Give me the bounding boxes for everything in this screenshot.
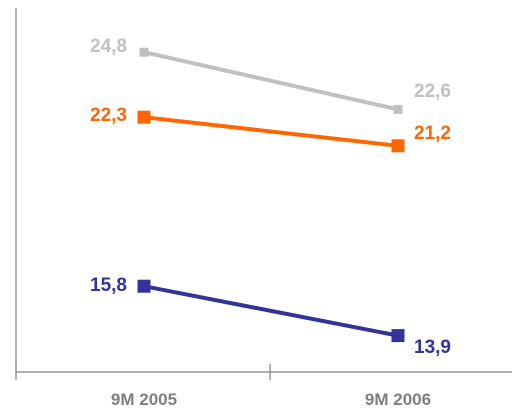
data-label-grey-9m-2005: 24,8 xyxy=(90,36,127,57)
data-label-blue-9m-2006: 13,9 xyxy=(414,337,451,358)
series-line-blue xyxy=(143,284,399,338)
x-tick-label-9m-2006: 9M 2006 xyxy=(365,390,431,409)
data-label-grey-9m-2006: 22,6 xyxy=(414,81,451,102)
data-point-orange-9m-2006 xyxy=(391,139,405,153)
x-tick-label-9m-2005: 9M 2005 xyxy=(111,390,177,409)
data-point-orange-9m-2005 xyxy=(137,110,151,124)
data-label-blue-9m-2005: 15,8 xyxy=(90,275,127,296)
data-point-grey-9m-2006 xyxy=(393,104,403,114)
series-layer xyxy=(137,47,405,343)
data-label-orange-9m-2006: 21,2 xyxy=(414,123,451,144)
data-point-blue-9m-2006 xyxy=(391,329,405,343)
axis-layer: 9M 2005 9M 2006 xyxy=(15,8,512,409)
data-label-layer: 24,8 22,6 22,3 21,2 15,8 13,9 xyxy=(90,36,451,358)
series-line-grey xyxy=(143,50,399,112)
data-label-orange-9m-2005: 22,3 xyxy=(90,105,127,126)
series-line-orange xyxy=(143,115,399,148)
data-point-blue-9m-2005 xyxy=(137,279,151,293)
data-point-grey-9m-2005 xyxy=(139,47,149,57)
